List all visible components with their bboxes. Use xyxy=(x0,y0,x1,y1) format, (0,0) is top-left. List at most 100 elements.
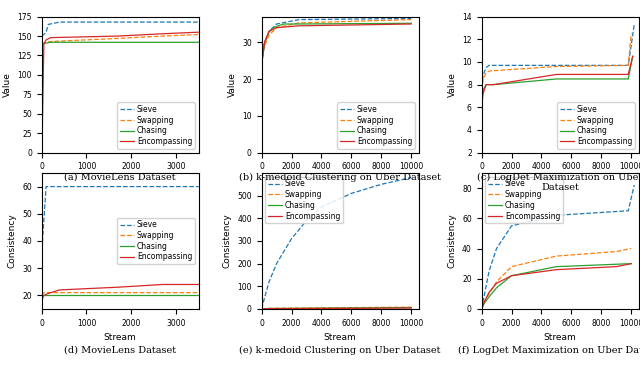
Legend: Sieve, Swapping, Chasing, Encompassing: Sieve, Swapping, Chasing, Encompassing xyxy=(117,102,195,149)
Sieve xyxy=(273,22,280,26)
Sieve xyxy=(477,85,485,89)
Sieve xyxy=(317,205,325,209)
Chasing xyxy=(482,83,490,87)
Sieve xyxy=(288,236,296,241)
Encompassing xyxy=(265,29,273,34)
Chasing xyxy=(38,41,45,46)
Y-axis label: Value: Value xyxy=(3,72,12,97)
Sieve xyxy=(195,20,203,24)
Sieve xyxy=(47,184,54,189)
Encompassing xyxy=(408,306,415,310)
Sieve xyxy=(195,184,203,189)
Line: Swapping: Swapping xyxy=(42,34,199,44)
X-axis label: Stream: Stream xyxy=(324,333,356,342)
Y-axis label: Consistency: Consistency xyxy=(8,213,17,268)
Encompassing xyxy=(477,307,485,311)
Sieve xyxy=(408,16,415,21)
X-axis label: Stream: Stream xyxy=(544,177,577,186)
Encompassing xyxy=(259,51,267,55)
Swapping xyxy=(477,307,485,311)
Chasing xyxy=(408,305,415,310)
Sieve xyxy=(265,280,273,284)
Sieve xyxy=(625,63,632,68)
Text: (f) LogDet Maximization on Uber Dataset: (f) LogDet Maximization on Uber Dataset xyxy=(458,346,640,355)
Chasing xyxy=(479,88,487,92)
Sieve xyxy=(485,269,493,273)
X-axis label: Stream: Stream xyxy=(544,333,577,342)
Swapping xyxy=(40,290,48,295)
Swapping xyxy=(159,34,166,38)
Sieve xyxy=(273,262,280,266)
Swapping xyxy=(552,254,560,258)
Encompassing xyxy=(195,30,203,34)
Sieve xyxy=(56,20,63,24)
Chasing xyxy=(195,293,203,297)
Legend: Sieve, Swapping, Chasing, Encompassing: Sieve, Swapping, Chasing, Encompassing xyxy=(117,218,195,264)
Chasing xyxy=(265,29,273,34)
Swapping xyxy=(627,246,635,251)
Line: Sieve: Sieve xyxy=(42,22,199,36)
Chasing xyxy=(38,293,45,297)
Sieve xyxy=(477,307,485,311)
Swapping xyxy=(408,17,415,22)
Encompassing xyxy=(56,288,63,292)
Encompassing xyxy=(114,285,122,289)
Line: Sieve: Sieve xyxy=(481,185,634,309)
Chasing xyxy=(477,307,485,311)
Sieve xyxy=(40,32,48,37)
Swapping xyxy=(38,41,45,46)
Chasing xyxy=(295,22,303,26)
Text: (b) k-medoid Clustering on Uber Dataset: (b) k-medoid Clustering on Uber Dataset xyxy=(239,173,441,182)
Encompassing xyxy=(38,142,45,147)
Line: Chasing: Chasing xyxy=(42,42,199,44)
Encompassing xyxy=(40,293,48,297)
Legend: Sieve, Swapping, Chasing, Encompassing: Sieve, Swapping, Chasing, Encompassing xyxy=(266,177,343,223)
Line: Encompassing: Encompassing xyxy=(481,56,633,150)
Line: Sieve: Sieve xyxy=(42,186,199,282)
Y-axis label: Value: Value xyxy=(228,72,237,97)
Y-axis label: Value: Value xyxy=(448,72,457,97)
Encompassing xyxy=(260,40,268,45)
Swapping xyxy=(265,306,273,310)
Swapping xyxy=(114,290,122,295)
Encompassing xyxy=(552,268,560,272)
Swapping xyxy=(159,290,166,295)
Line: Sieve: Sieve xyxy=(262,178,412,309)
Swapping xyxy=(273,26,280,30)
Sieve xyxy=(485,63,493,68)
Sieve xyxy=(260,295,268,300)
Encompassing xyxy=(38,142,46,147)
Swapping xyxy=(627,31,635,36)
Line: Encompassing: Encompassing xyxy=(262,24,412,151)
Legend: Sieve, Swapping, Chasing, Encompassing: Sieve, Swapping, Chasing, Encompassing xyxy=(557,102,635,149)
Line: Swapping: Swapping xyxy=(262,20,412,64)
Chasing xyxy=(625,77,632,81)
Chasing xyxy=(629,54,637,58)
Swapping xyxy=(482,71,490,75)
Line: Encompassing: Encompassing xyxy=(262,308,412,309)
Chasing xyxy=(274,24,282,28)
Chasing xyxy=(40,41,48,46)
Swapping xyxy=(481,299,488,304)
Encompassing xyxy=(552,72,560,77)
Encompassing xyxy=(485,290,493,295)
Chasing xyxy=(280,22,288,26)
Line: Chasing: Chasing xyxy=(481,264,631,309)
X-axis label: Stream: Stream xyxy=(104,333,136,342)
Chasing xyxy=(258,307,266,311)
Swapping xyxy=(258,62,266,67)
Swapping xyxy=(485,292,493,296)
Swapping xyxy=(477,88,485,92)
Chasing xyxy=(269,26,277,30)
Chasing xyxy=(265,306,273,311)
Line: Sieve: Sieve xyxy=(262,18,412,61)
Line: Swapping: Swapping xyxy=(481,34,631,90)
Swapping xyxy=(114,36,122,41)
Y-axis label: Consistency: Consistency xyxy=(447,213,456,268)
Sieve xyxy=(348,191,355,196)
Chasing xyxy=(490,83,497,87)
Sieve xyxy=(378,182,385,186)
Sieve xyxy=(258,58,266,63)
Swapping xyxy=(195,290,203,295)
Line: Swapping: Swapping xyxy=(481,249,631,309)
